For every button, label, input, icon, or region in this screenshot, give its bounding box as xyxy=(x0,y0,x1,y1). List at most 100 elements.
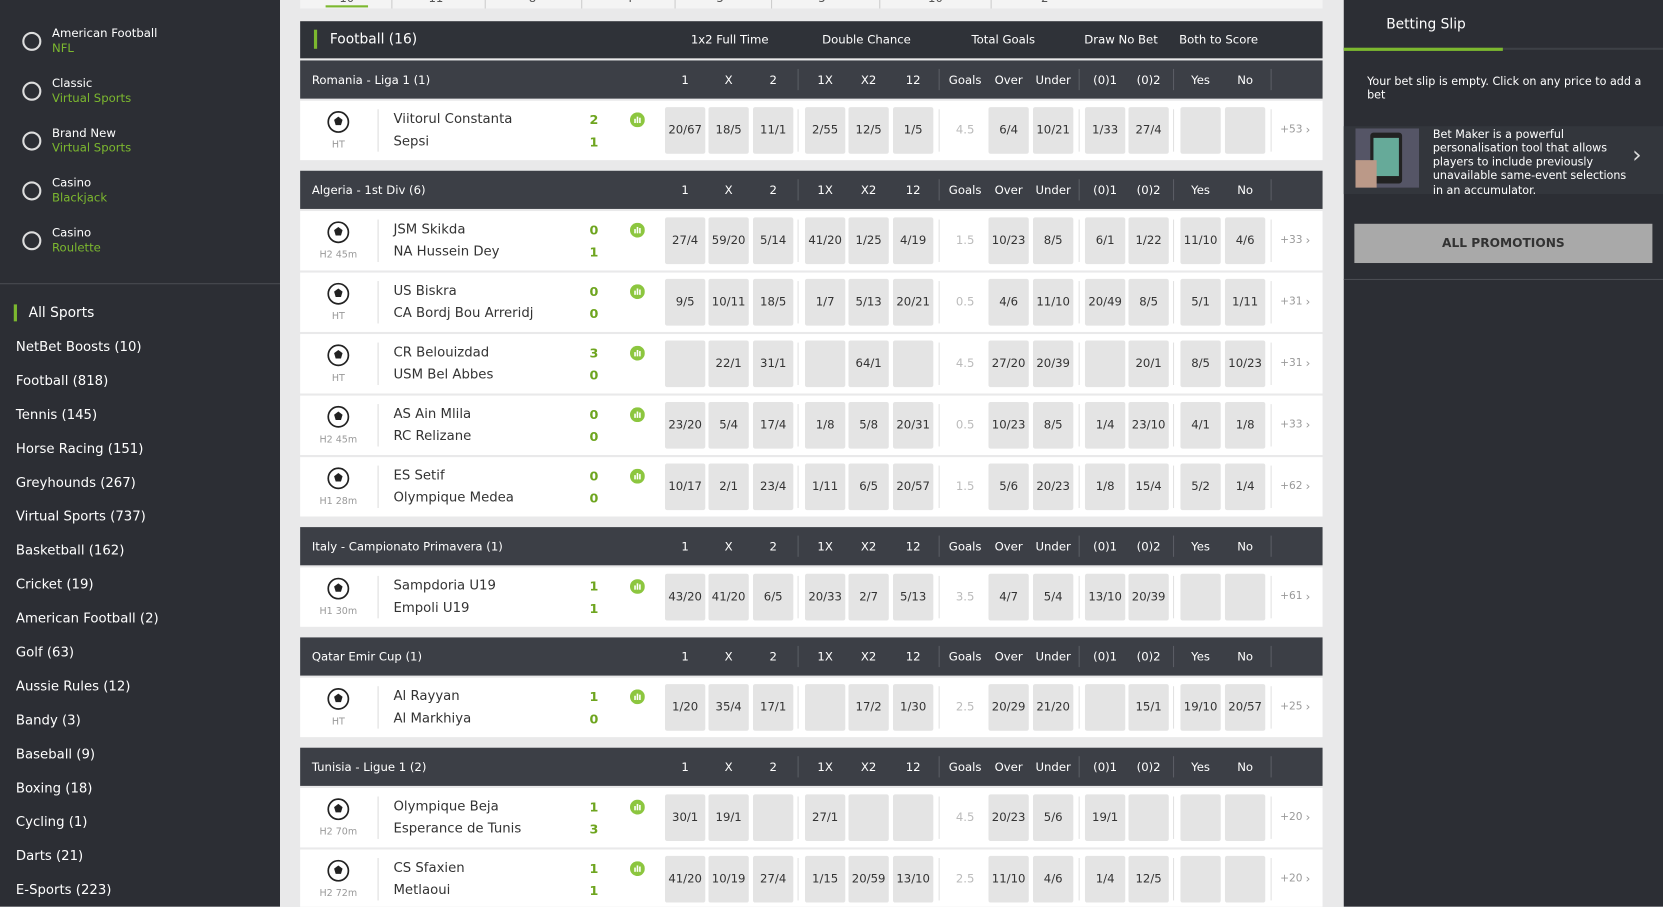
sport-link[interactable]: Tennis (145) xyxy=(15,406,98,423)
odds-value[interactable]: 4/6 xyxy=(1043,871,1063,886)
team-name[interactable]: Viitorul Constanta xyxy=(393,110,513,127)
odds-value[interactable]: 11/10 xyxy=(991,871,1026,886)
league-name[interactable]: Romania - Liga 1 (1) xyxy=(311,73,431,87)
promo-text[interactable]: Bet Maker is a powerful personalisation … xyxy=(1432,128,1627,197)
odds-cell[interactable] xyxy=(804,340,846,388)
odds-cell[interactable]: 11/1 xyxy=(753,107,794,154)
odds-cell[interactable]: 2/1 xyxy=(708,463,749,511)
odds-value[interactable]: 10/17 xyxy=(668,479,702,494)
odds-cell[interactable]: 1/4 xyxy=(1084,401,1126,449)
odds-value[interactable]: 1/20 xyxy=(672,699,699,714)
more-markets[interactable]: +62 xyxy=(1280,480,1303,493)
odds-cell[interactable]: 1/25 xyxy=(848,217,889,265)
odds-value[interactable]: 6/5 xyxy=(763,589,783,604)
odds-value[interactable]: 30/1 xyxy=(672,810,699,825)
all-sports[interactable]: All Sports xyxy=(28,305,95,322)
odds-value[interactable]: 18/5 xyxy=(715,123,742,137)
odds-value[interactable]: 31/1 xyxy=(760,356,787,371)
odds-cell[interactable]: 23/4 xyxy=(753,463,794,511)
odds-cell[interactable]: 13/10 xyxy=(893,855,934,903)
odds-value[interactable]: 1/30 xyxy=(900,699,927,714)
odds-cell[interactable] xyxy=(1224,573,1266,621)
odds-value[interactable]: 1/8 xyxy=(815,417,835,432)
odds-cell[interactable]: 18/5 xyxy=(753,278,794,326)
odds-cell[interactable] xyxy=(753,794,794,842)
odds-value[interactable]: 10/21 xyxy=(1036,123,1070,137)
odds-cell[interactable]: 1/11 xyxy=(804,463,846,511)
tab[interactable]: 11 xyxy=(415,0,457,4)
odds-value[interactable]: 27/1 xyxy=(812,810,839,825)
odds-value[interactable]: 1/8 xyxy=(1235,417,1255,432)
odds-cell[interactable] xyxy=(1128,794,1169,842)
odds-value[interactable]: 6/5 xyxy=(859,479,879,494)
odds-value[interactable]: 27/4 xyxy=(760,871,787,886)
odds-cell[interactable]: 43/20 xyxy=(664,573,706,621)
more-markets[interactable]: +33 xyxy=(1280,234,1303,247)
odds-cell[interactable]: 15/4 xyxy=(1128,463,1169,511)
odds-cell[interactable]: 20/21 xyxy=(893,278,934,326)
odds-value[interactable]: 21/20 xyxy=(1036,699,1070,714)
team-name[interactable]: Sepsi xyxy=(393,132,430,149)
team-name[interactable]: Al Rayyan xyxy=(393,687,460,704)
odds-cell[interactable]: 19/10 xyxy=(1180,684,1221,731)
betslip-title[interactable]: Betting Slip xyxy=(1386,16,1466,33)
odds-cell[interactable]: 5/14 xyxy=(753,217,794,265)
odds-cell[interactable]: 17/4 xyxy=(753,401,794,449)
featured-name[interactable]: Brand New xyxy=(51,126,116,140)
odds-value[interactable]: 1/33 xyxy=(1092,123,1119,137)
more-markets[interactable]: +31 xyxy=(1280,357,1303,370)
odds-cell[interactable] xyxy=(893,794,934,842)
odds-value[interactable]: 2/55 xyxy=(812,123,839,137)
odds-value[interactable]: 41/20 xyxy=(668,871,702,886)
odds-cell[interactable]: 1/22 xyxy=(1128,217,1169,265)
odds-cell[interactable]: 6/1 xyxy=(1084,217,1126,265)
odds-value[interactable]: 8/5 xyxy=(1043,233,1063,248)
team-name[interactable]: US Biskra xyxy=(393,282,457,299)
odds-cell[interactable] xyxy=(848,794,889,842)
featured-name[interactable]: Casino xyxy=(51,225,92,240)
more-markets[interactable]: +20 xyxy=(1280,872,1303,885)
odds-cell[interactable]: 10/17 xyxy=(664,463,706,511)
odds-cell[interactable] xyxy=(1180,573,1221,621)
odds-value[interactable]: 15/1 xyxy=(1135,699,1162,714)
team-name[interactable]: Esperance de Tunis xyxy=(393,819,522,836)
odds-value[interactable]: 1/11 xyxy=(812,479,839,494)
more-markets[interactable]: +20 xyxy=(1280,811,1303,824)
odds-cell[interactable] xyxy=(1180,794,1221,842)
odds-value[interactable]: 1/4 xyxy=(1235,479,1255,494)
odds-value[interactable]: 20/21 xyxy=(896,294,930,309)
odds-value[interactable]: 5/13 xyxy=(855,294,882,309)
odds-cell[interactable]: 20/49 xyxy=(1084,278,1126,326)
team-name[interactable]: Olympique Medea xyxy=(393,488,514,505)
sport-link[interactable]: Football (818) xyxy=(15,372,109,389)
odds-cell[interactable] xyxy=(1224,107,1266,154)
odds-cell[interactable]: 5/8 xyxy=(848,401,889,449)
team-name[interactable]: Metlaoui xyxy=(393,881,451,898)
odds-cell[interactable]: 35/4 xyxy=(708,684,749,731)
odds-value[interactable]: 20/49 xyxy=(1088,294,1122,309)
odds-value[interactable]: 20/29 xyxy=(991,699,1026,714)
odds-value[interactable]: 15/4 xyxy=(1135,479,1162,494)
featured-sub[interactable]: Virtual Sports xyxy=(51,141,132,155)
odds-value[interactable]: 35/4 xyxy=(715,699,742,714)
odds-cell[interactable]: 2/7 xyxy=(848,573,889,621)
odds-cell[interactable]: 20/23 xyxy=(988,794,1029,842)
odds-cell[interactable]: 4/19 xyxy=(893,217,934,265)
odds-cell[interactable]: 4/6 xyxy=(1224,217,1266,265)
league-name[interactable]: Italy - Campionato Primavera (1) xyxy=(311,539,503,554)
featured-name[interactable]: Casino xyxy=(51,176,92,190)
odds-value[interactable]: 5/4 xyxy=(719,417,739,432)
featured-name[interactable]: Classic xyxy=(51,76,93,91)
league-name[interactable]: Algeria - 1st Div (6) xyxy=(311,183,426,198)
odds-cell[interactable]: 19/1 xyxy=(708,794,749,842)
odds-cell[interactable] xyxy=(1084,340,1126,388)
odds-cell[interactable]: 5/2 xyxy=(1180,463,1221,511)
team-name[interactable]: Olympique Beja xyxy=(393,797,499,814)
featured-name[interactable]: American Football xyxy=(51,26,158,41)
odds-value[interactable]: 23/20 xyxy=(668,417,702,432)
team-name[interactable]: AS Ain Mlila xyxy=(393,405,472,422)
odds-value[interactable]: 10/19 xyxy=(711,871,746,886)
odds-value[interactable]: 6/1 xyxy=(1095,233,1115,248)
odds-value[interactable]: 11/1 xyxy=(760,123,787,137)
odds-cell[interactable]: 23/10 xyxy=(1128,401,1169,449)
